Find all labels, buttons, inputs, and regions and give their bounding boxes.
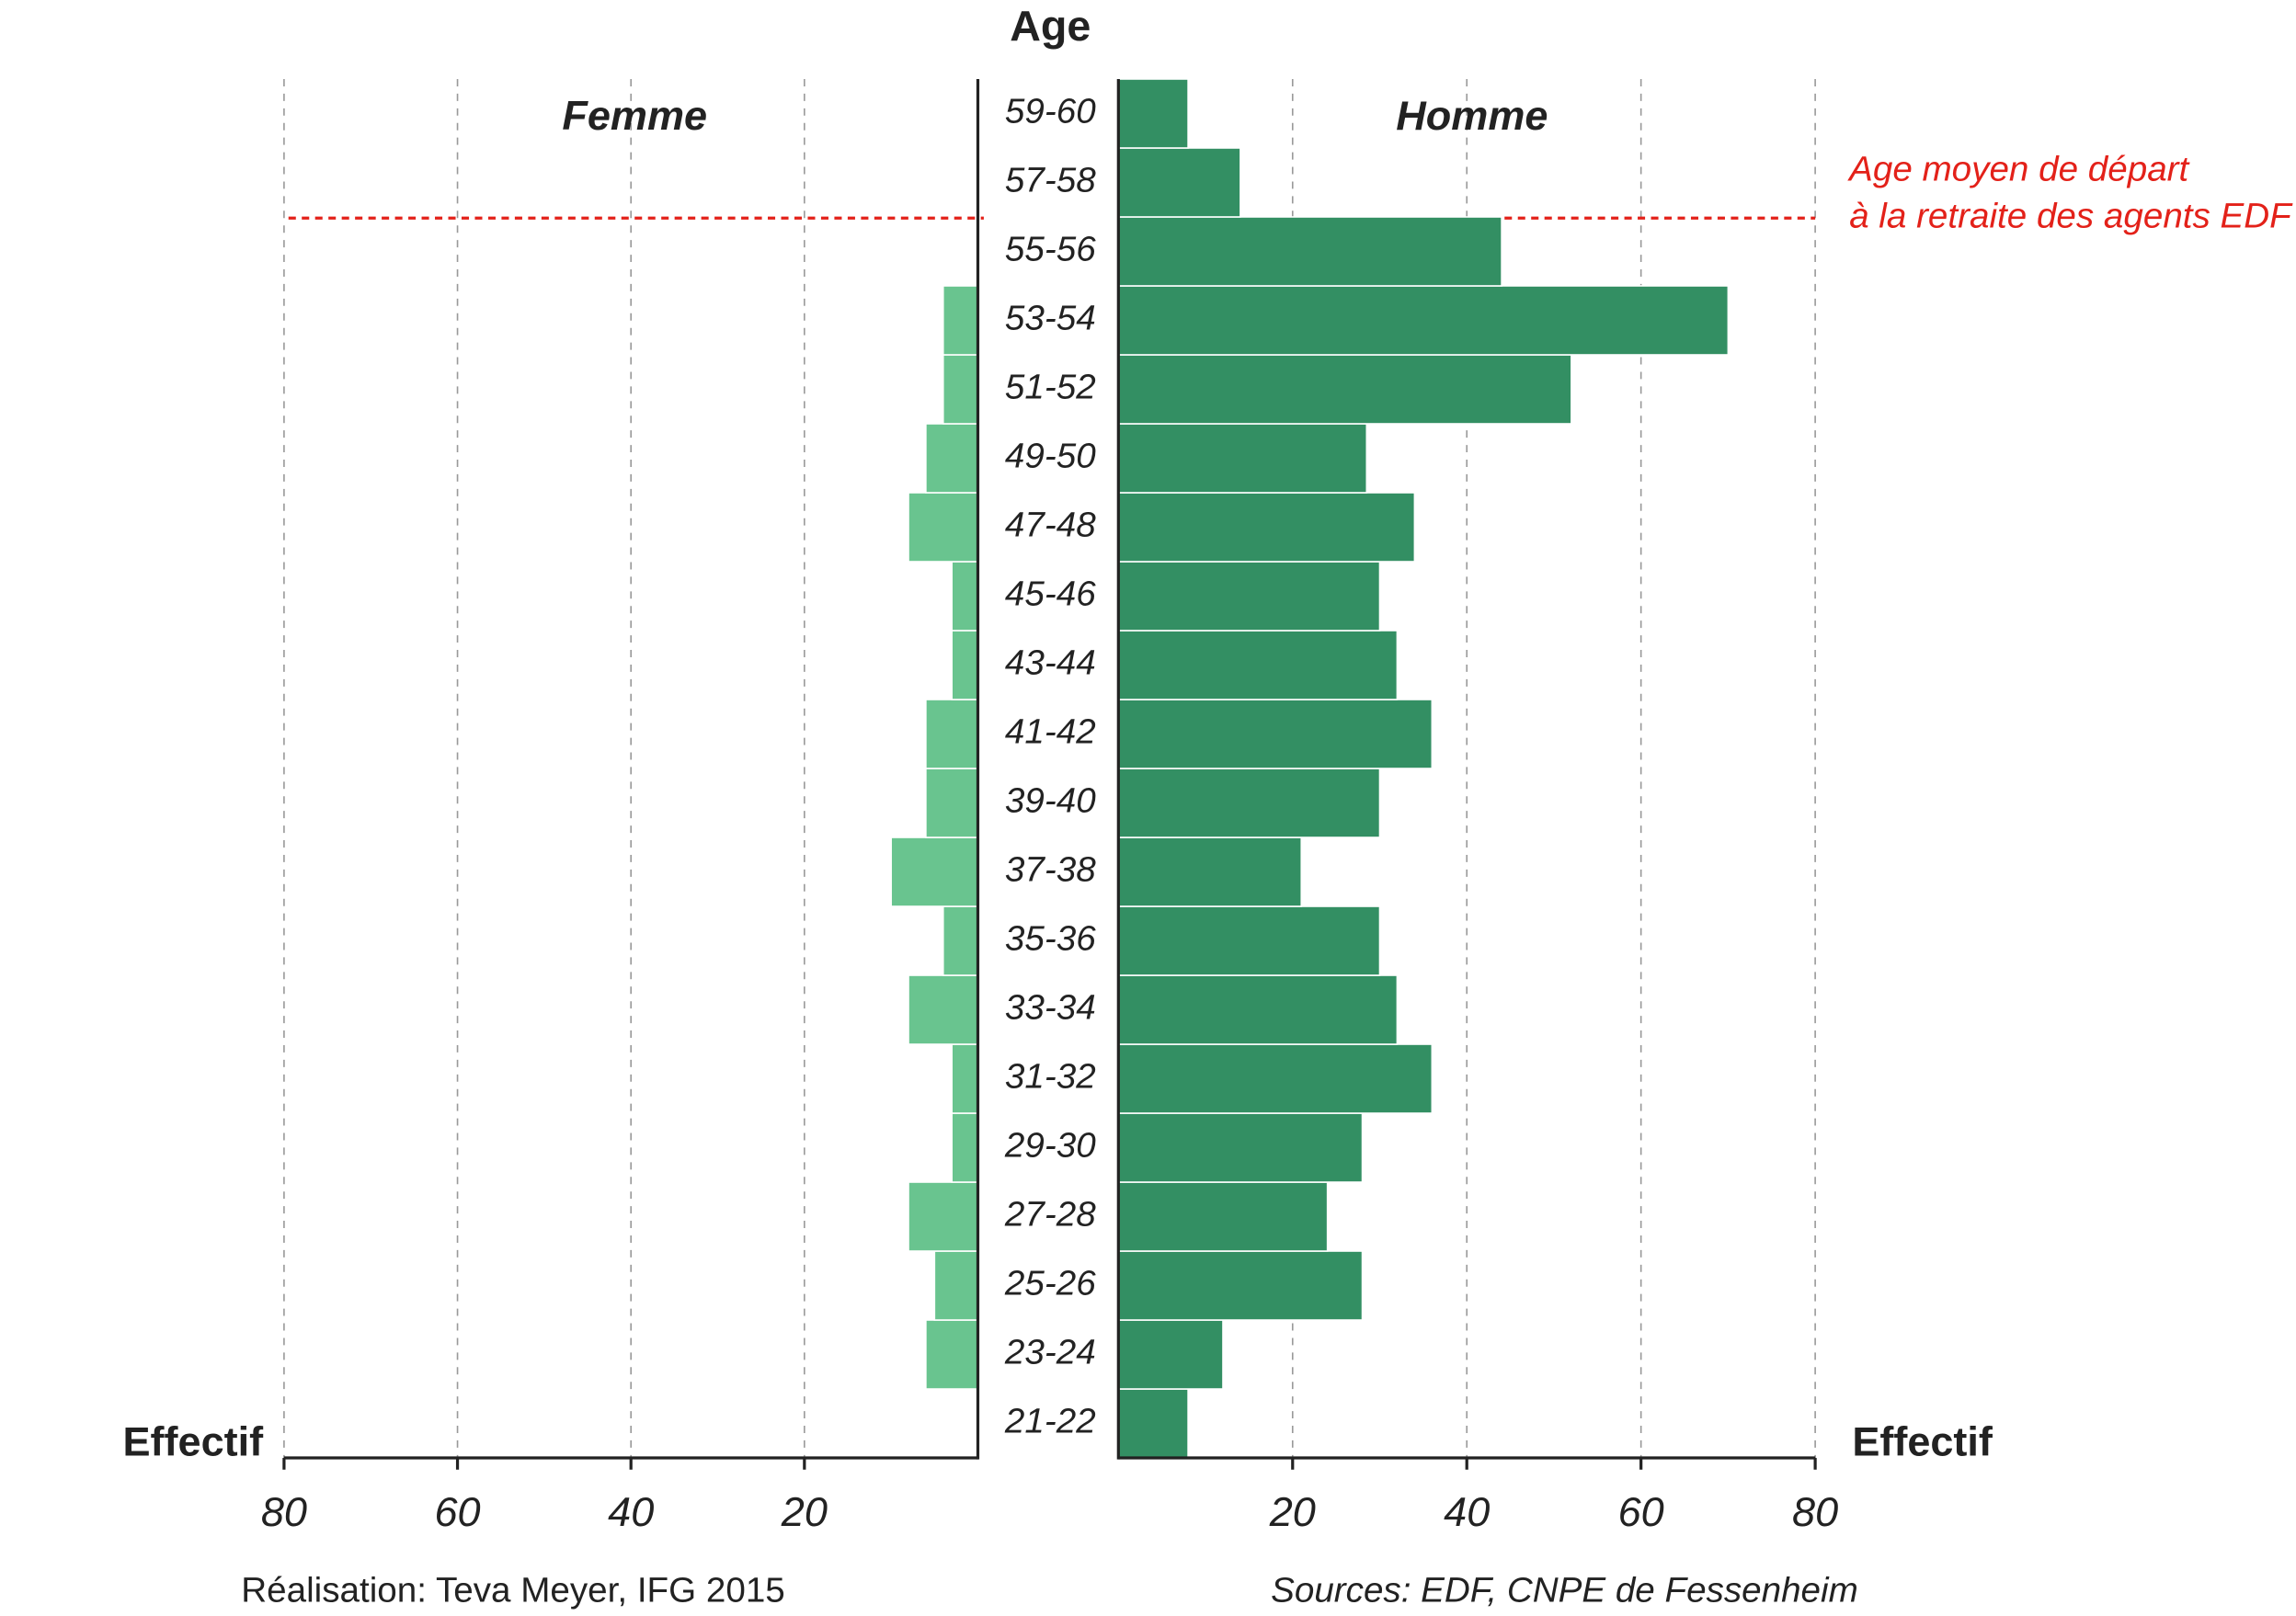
bar — [933, 1250, 979, 1321]
category-label: 51-52 — [1005, 368, 1096, 407]
bar — [925, 699, 979, 769]
bar — [908, 492, 979, 563]
bar — [1117, 699, 1434, 769]
bar — [925, 423, 979, 494]
bar — [908, 1181, 979, 1252]
x-tick-label: 80 — [261, 1489, 307, 1535]
bar — [1117, 1043, 1434, 1114]
bar — [925, 768, 979, 838]
x-tick-label: 20 — [1269, 1489, 1316, 1535]
category-label: 43-44 — [1005, 643, 1096, 683]
legend-label: Femme — [562, 93, 707, 139]
bar — [942, 285, 979, 356]
category-label: 29-30 — [1004, 1126, 1096, 1166]
category-label: 55-56 — [1005, 230, 1096, 269]
x-tick-label: 60 — [435, 1489, 481, 1535]
bar — [1117, 1388, 1189, 1459]
bar — [1117, 630, 1399, 700]
annotation: à la retraite des agents EDF — [1849, 197, 2293, 236]
y-axis-title: Age — [1010, 2, 1091, 50]
category-label: 39-40 — [1005, 781, 1096, 821]
bar — [1117, 492, 1416, 563]
category-label: 33-34 — [1005, 988, 1096, 1028]
x-axis-title: Effectif — [1852, 1419, 1993, 1465]
category-label: 31-32 — [1005, 1057, 1096, 1097]
category-label: 57-58 — [1005, 161, 1096, 200]
category-label: 23-24 — [1004, 1333, 1096, 1372]
bar — [942, 905, 979, 976]
source: Sources: EDF, CNPE de Fessenheim — [1271, 1571, 1858, 1610]
category-label: 47-48 — [1005, 506, 1096, 545]
x-tick-label: 60 — [1618, 1489, 1664, 1535]
bar — [1117, 1181, 1329, 1252]
bar — [890, 836, 979, 907]
category-label: 27-28 — [1004, 1195, 1096, 1235]
category-label: 49-50 — [1005, 437, 1096, 476]
credit: Réalisation: Teva Meyer, IFG 2015 — [241, 1571, 785, 1610]
bar — [1117, 147, 1241, 218]
bar — [951, 1043, 979, 1114]
x-tick-label: 40 — [608, 1489, 654, 1535]
bar — [1117, 1250, 1364, 1321]
bar — [1117, 423, 1368, 494]
bar — [1117, 285, 1730, 356]
bar — [908, 974, 979, 1045]
category-label: 45-46 — [1005, 575, 1096, 614]
bar — [951, 630, 979, 700]
bar — [1117, 836, 1303, 907]
bar — [1117, 768, 1381, 838]
bar — [1117, 974, 1399, 1045]
category-label: 25-26 — [1004, 1264, 1096, 1303]
x-tick-label: 80 — [1792, 1489, 1838, 1535]
x-axis-title: Effectif — [123, 1419, 264, 1465]
bar — [925, 1319, 979, 1390]
bar — [1117, 561, 1381, 632]
bar — [1117, 216, 1502, 287]
bar — [1117, 78, 1189, 149]
bar — [1117, 1112, 1364, 1183]
x-tick-label: 20 — [781, 1489, 828, 1535]
category-label: 21-22 — [1004, 1402, 1096, 1441]
bar — [1117, 1319, 1224, 1390]
bar — [1117, 354, 1572, 425]
annotation: Age moyen de départ — [1847, 150, 2189, 189]
bar — [1117, 905, 1381, 976]
legend-label: Homme — [1396, 93, 1548, 139]
x-tick-label: 40 — [1444, 1489, 1490, 1535]
category-label: 53-54 — [1005, 299, 1096, 338]
bar — [951, 1112, 979, 1183]
category-label: 41-42 — [1005, 712, 1096, 752]
category-label: 35-36 — [1005, 919, 1096, 959]
bar — [942, 354, 979, 425]
category-label: 59-60 — [1005, 92, 1096, 131]
bar — [951, 561, 979, 632]
category-label: 37-38 — [1005, 850, 1096, 890]
